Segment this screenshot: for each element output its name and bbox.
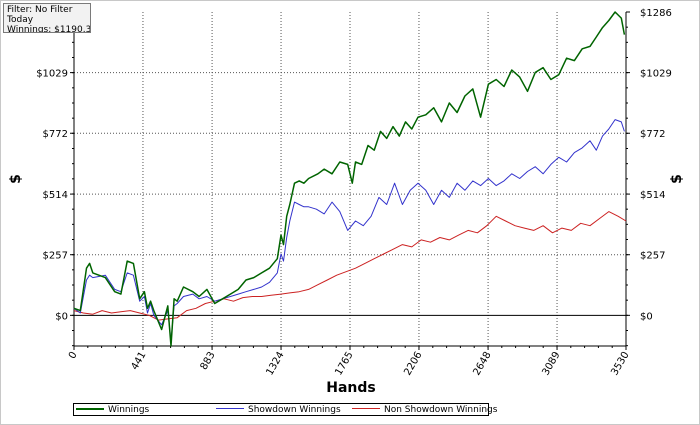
- axes: [70, 11, 630, 350]
- series-lines: [73, 11, 627, 347]
- x-tick-label: 883: [199, 350, 218, 372]
- filter-info-box: Filter: No Filter Today Winnings: $1190.…: [3, 3, 91, 33]
- winnings-summary-line: Winnings: $1190.37: [7, 25, 91, 33]
- y-tick-label-right: $0: [640, 311, 653, 322]
- legend-item-showdown: Showdown Winnings: [216, 405, 341, 416]
- winnings-line: [73, 11, 626, 347]
- legend-item-winnings: Winnings: [76, 405, 149, 416]
- legend-label: Non Showdown Winnings: [384, 405, 498, 415]
- legend-label: Winnings: [108, 405, 150, 415]
- filter-line: Filter: No Filter: [7, 5, 73, 15]
- x-tick-label: 3089: [540, 350, 562, 378]
- x-tick-label: 441: [129, 350, 148, 372]
- y-tick-label-left: $514: [43, 190, 68, 201]
- legend-label: Showdown Winnings: [248, 405, 341, 415]
- legend-swatch-non-showdown: [352, 408, 380, 409]
- x-axis-title: Hands: [326, 380, 376, 396]
- x-tick-label: 1765: [333, 350, 355, 378]
- x-tick-label: 2648: [471, 350, 493, 378]
- y-tick-label-left: $0: [55, 311, 68, 322]
- x-tick-label: 2206: [402, 350, 424, 378]
- y-tick-label-left: $772: [43, 129, 68, 140]
- non-showdown-winnings-line: [73, 211, 627, 321]
- legend-item-non-showdown: Non Showdown Winnings: [352, 405, 497, 416]
- showdown-winnings-line: [73, 119, 625, 342]
- legend-swatch-winnings: [76, 407, 104, 410]
- tick-labels: 0 441 883 1324 1765 2206 2648 3089 3530 $0 $0 $257 $…: [36, 8, 672, 378]
- x-tick-label: 1324: [264, 350, 286, 378]
- y-tick-label-right: $1029: [640, 69, 672, 80]
- x-tick-label: 0: [67, 350, 80, 361]
- y-tick-label-left: $257: [43, 251, 68, 262]
- y-axis-title-left: $: [8, 174, 24, 184]
- legend-swatch-showdown: [216, 408, 244, 409]
- y-tick-label-right: $257: [640, 251, 665, 262]
- y-tick-label-left: $1029: [36, 69, 68, 80]
- y-axis-title-right: $: [669, 174, 685, 184]
- grid: [74, 12, 626, 346]
- y-tick-label-right: $772: [640, 129, 665, 140]
- x-tick-label: 3530: [609, 350, 631, 378]
- y-tick-label-right: $1286: [640, 8, 672, 19]
- period-line: Today: [7, 15, 34, 25]
- legend: Winnings Showdown Winnings Non Showdown …: [73, 403, 497, 416]
- y-tick-label-right: $514: [640, 190, 665, 201]
